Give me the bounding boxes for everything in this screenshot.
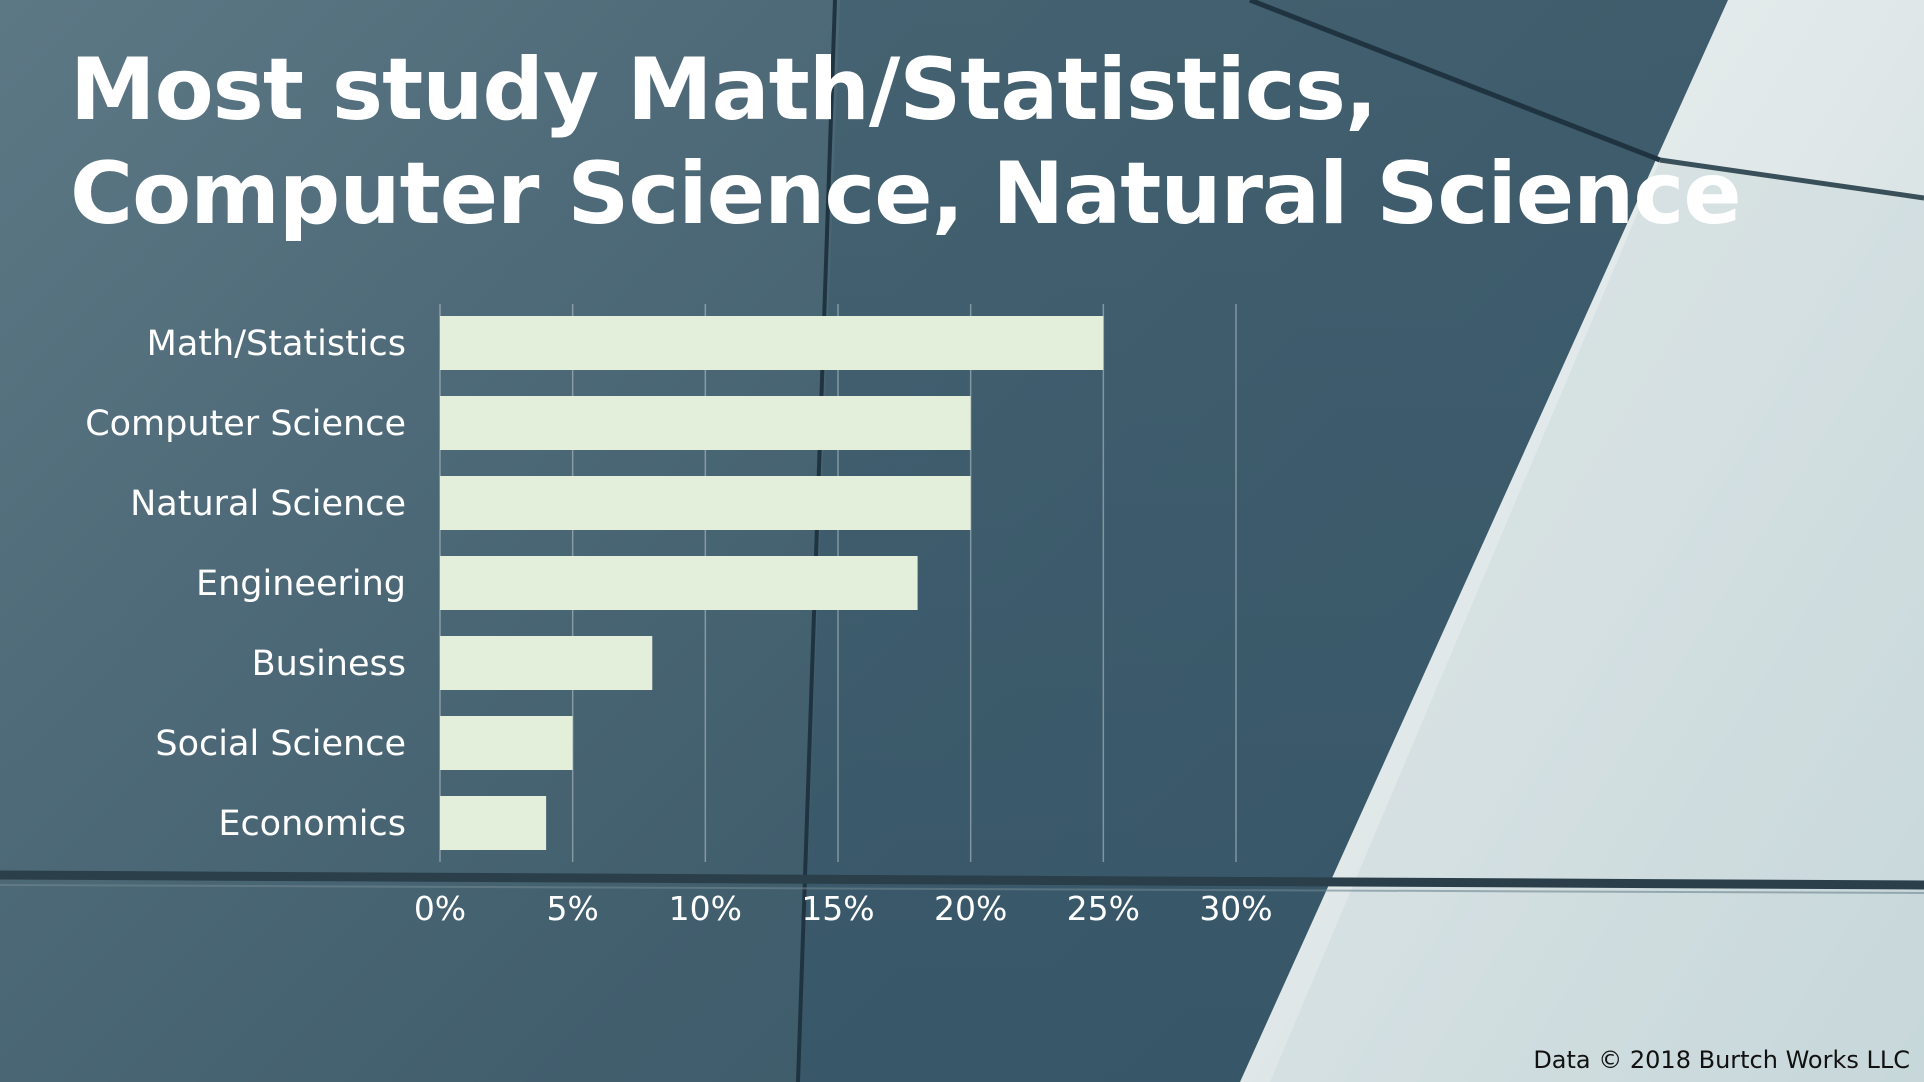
category-label: Engineering xyxy=(196,564,406,604)
x-tick-label: 10% xyxy=(669,889,742,928)
bar-business xyxy=(440,636,653,690)
category-label: Business xyxy=(252,644,406,684)
x-axis-tick-labels: 0% 5% 10% 15% 20% 25% 30% xyxy=(414,889,1273,928)
bar-computer-science xyxy=(440,396,971,450)
bar-economics xyxy=(440,796,547,850)
x-tick-label: 25% xyxy=(1067,889,1140,928)
slide-title: Most study Math/Statistics, Computer Sci… xyxy=(70,38,1742,246)
bar-natural-science xyxy=(440,476,971,530)
source-credit: Data © 2018 Burtch Works LLC xyxy=(1533,1046,1910,1074)
x-tick-label: 15% xyxy=(801,889,874,928)
category-label: Natural Science xyxy=(130,484,406,524)
bars xyxy=(440,316,1104,850)
category-label: Social Science xyxy=(155,724,406,764)
bar-engineering xyxy=(440,556,918,610)
bar-social-science xyxy=(440,716,573,770)
category-labels: Math/Statistics Computer Science Natural S… xyxy=(85,324,406,844)
bar-math-statistics xyxy=(440,316,1104,370)
title-line-1: Most study Math/Statistics, xyxy=(70,40,1378,140)
x-tick-label: 5% xyxy=(546,889,598,928)
title-line-2: Computer Science, Natural Science xyxy=(70,144,1742,244)
category-label: Economics xyxy=(218,804,406,844)
x-tick-label: 0% xyxy=(414,889,466,928)
category-label: Computer Science xyxy=(85,404,406,444)
x-tick-label: 30% xyxy=(1199,889,1272,928)
category-label: Math/Statistics xyxy=(147,324,406,364)
x-tick-label: 20% xyxy=(934,889,1007,928)
